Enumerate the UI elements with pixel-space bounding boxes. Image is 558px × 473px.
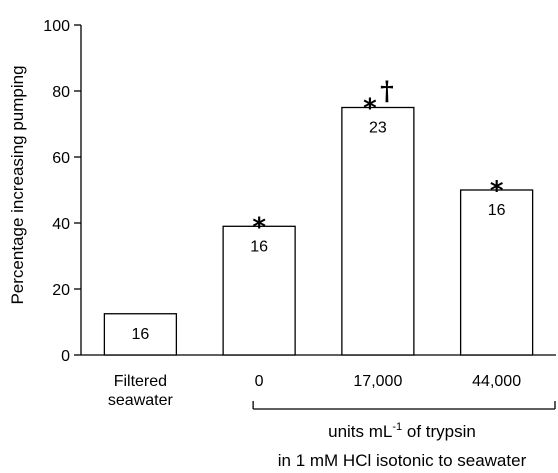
x-tick-label: 0 — [255, 373, 264, 390]
y-tick-label: 20 — [52, 282, 70, 299]
bar-n-label: 16 — [250, 238, 268, 255]
dagger-marker: † — [380, 77, 394, 107]
x-tick-label: Filtered — [114, 373, 167, 390]
y-tick-label: 80 — [52, 84, 70, 101]
y-tick-label: 60 — [52, 150, 70, 167]
y-axis-label: Percentage increasing pumping — [8, 65, 27, 304]
bracket-label-superscript: -1 — [392, 421, 402, 433]
x-tick-label: 44,000 — [472, 373, 521, 390]
significance-marker: * — [490, 176, 504, 206]
bar — [222, 225, 296, 356]
y-axis: 0 20 40 60 80 100 — [43, 18, 82, 365]
bar-n-label: 23 — [369, 120, 387, 137]
significance-marker: * — [363, 94, 377, 124]
bar — [103, 313, 178, 356]
y-tick-label: 40 — [52, 216, 70, 233]
group-bracket — [252, 401, 556, 410]
bar — [459, 189, 534, 356]
bar-n-label: 16 — [488, 202, 506, 219]
bar-n-label: 16 — [131, 326, 149, 343]
x-tick-labels: Filtered seawater 0 17,000 44,000 — [108, 373, 521, 409]
x-tick-label-line2: seawater — [108, 392, 174, 409]
significance-marker: * — [252, 212, 266, 242]
bracket-label-line2: in 1 mM HCl isotonic to seawater — [278, 451, 527, 470]
bar — [341, 106, 415, 356]
bracket-label-prefix: units mL — [328, 422, 392, 441]
x-tick-label: 17,000 — [353, 373, 402, 390]
bracket-label-suffix: of trypsin — [402, 422, 476, 441]
bracket-label-line1: units mL-1 of trypsin — [328, 421, 476, 441]
y-tick-label: 100 — [43, 18, 70, 35]
y-tick-label: 0 — [61, 348, 70, 365]
